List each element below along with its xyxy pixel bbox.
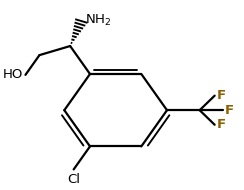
Text: F: F — [216, 89, 226, 102]
Text: Cl: Cl — [67, 173, 80, 186]
Text: HO: HO — [2, 68, 23, 81]
Text: F: F — [216, 118, 226, 131]
Text: NH$_2$: NH$_2$ — [85, 13, 111, 28]
Text: F: F — [225, 104, 234, 117]
